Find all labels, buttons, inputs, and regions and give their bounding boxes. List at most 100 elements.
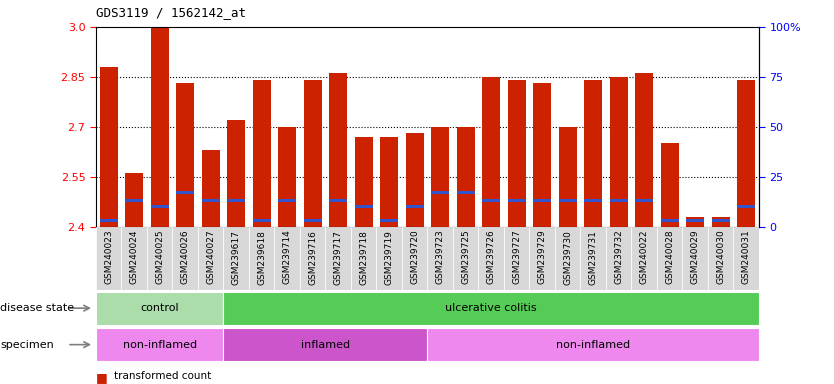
Text: GSM240026: GSM240026 (181, 230, 189, 285)
Bar (428, 328, 759, 361)
Bar (580, 227, 606, 290)
Bar (479, 227, 504, 290)
Text: GSM239718: GSM239718 (359, 230, 368, 285)
Bar (661, 219, 679, 222)
Bar (406, 205, 424, 208)
Text: GSM239716: GSM239716 (309, 230, 317, 285)
Bar (304, 80, 322, 227)
Bar (176, 191, 194, 194)
Bar (504, 227, 530, 290)
Bar (198, 227, 224, 290)
Text: GSM239726: GSM239726 (487, 230, 495, 285)
Bar (274, 227, 300, 290)
Bar (253, 80, 270, 227)
Text: specimen: specimen (0, 339, 53, 350)
Bar (737, 205, 755, 208)
Bar (300, 227, 325, 290)
Bar (661, 143, 679, 227)
Bar (559, 199, 576, 202)
Bar (351, 227, 376, 290)
Text: non-inflamed: non-inflamed (123, 339, 197, 350)
Text: GSM240029: GSM240029 (691, 230, 700, 285)
Bar (96, 292, 224, 324)
Text: GSM239730: GSM239730 (563, 230, 572, 285)
Bar (686, 219, 704, 222)
Bar (711, 217, 730, 227)
Bar (530, 227, 555, 290)
Bar (227, 120, 245, 227)
Bar (508, 80, 525, 227)
Bar (380, 137, 398, 227)
Text: GSM240025: GSM240025 (155, 230, 164, 285)
Bar (125, 199, 143, 202)
Bar (708, 227, 733, 290)
Bar (122, 227, 147, 290)
Bar (431, 191, 449, 194)
Bar (176, 83, 194, 227)
Bar (555, 227, 580, 290)
Bar (151, 205, 168, 208)
Text: GSM240023: GSM240023 (104, 230, 113, 285)
Bar (96, 328, 224, 361)
Text: GSM239720: GSM239720 (410, 230, 420, 285)
Bar (453, 227, 479, 290)
Bar (686, 217, 704, 227)
Bar (224, 292, 759, 324)
Bar (325, 227, 351, 290)
Bar (457, 191, 475, 194)
Text: GDS3119 / 1562142_at: GDS3119 / 1562142_at (96, 6, 246, 19)
Bar (304, 219, 322, 222)
Bar (610, 199, 628, 202)
Bar (100, 67, 118, 227)
Bar (354, 137, 373, 227)
Bar (151, 27, 168, 227)
Bar (249, 227, 274, 290)
Bar (508, 199, 525, 202)
Text: GSM240022: GSM240022 (640, 230, 649, 284)
Bar (125, 173, 143, 227)
Text: GSM240030: GSM240030 (716, 230, 726, 285)
Text: GSM239723: GSM239723 (435, 230, 445, 285)
Text: GSM240028: GSM240028 (666, 230, 674, 285)
Text: disease state: disease state (0, 303, 74, 313)
Bar (224, 328, 428, 361)
Bar (636, 199, 653, 202)
Bar (682, 227, 708, 290)
Text: inflamed: inflamed (301, 339, 350, 350)
Bar (457, 127, 475, 227)
Text: ulcerative colitis: ulcerative colitis (445, 303, 537, 313)
Text: GSM240024: GSM240024 (129, 230, 138, 284)
Text: GSM240031: GSM240031 (741, 230, 751, 285)
Text: GSM239731: GSM239731 (589, 230, 598, 285)
Bar (585, 199, 602, 202)
Bar (100, 219, 118, 222)
Text: transformed count: transformed count (114, 371, 212, 381)
Text: GSM239717: GSM239717 (334, 230, 343, 285)
Bar (428, 227, 453, 290)
Bar (329, 73, 347, 227)
Bar (737, 80, 755, 227)
Bar (376, 227, 402, 290)
Bar (606, 227, 631, 290)
Bar (96, 227, 122, 290)
Text: GSM239719: GSM239719 (384, 230, 394, 285)
Bar (173, 227, 198, 290)
Text: GSM239727: GSM239727 (512, 230, 521, 285)
Bar (279, 127, 296, 227)
Bar (406, 133, 424, 227)
Bar (380, 219, 398, 222)
Bar (631, 227, 657, 290)
Bar (482, 199, 500, 202)
Bar (657, 227, 682, 290)
Text: control: control (140, 303, 179, 313)
Bar (202, 199, 219, 202)
Text: GSM239618: GSM239618 (257, 230, 266, 285)
Bar (227, 199, 245, 202)
Bar (733, 227, 759, 290)
Bar (610, 77, 628, 227)
Text: GSM239725: GSM239725 (461, 230, 470, 285)
Bar (711, 219, 730, 222)
Bar (202, 150, 219, 227)
Bar (279, 199, 296, 202)
Bar (253, 219, 270, 222)
